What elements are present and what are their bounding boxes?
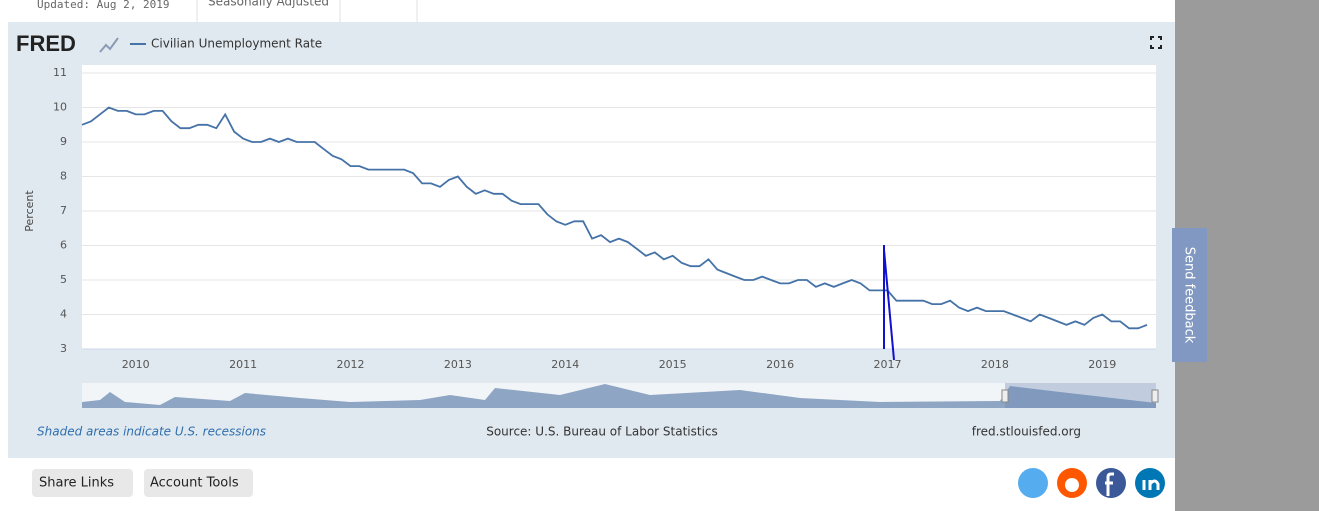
facebook-glyph: [1105, 472, 1114, 496]
annotation-scribble: [883, 245, 895, 361]
y-axis-label: Percent: [23, 190, 36, 232]
button-label[interactable]: Account Tools: [150, 476, 239, 491]
updated: Updated: Aug 2, 2019: [37, 0, 169, 11]
x-tick-label: 2013: [444, 358, 472, 371]
recession-note[interactable]: Shaded areas indicate U.S. recessions: [37, 425, 266, 439]
button[interactable]: [32, 469, 133, 497]
x-tick-label: 2017: [874, 358, 902, 371]
y-tick-label: 10: [53, 101, 67, 114]
twitter-icon[interactable]: [1018, 468, 1048, 498]
legend-label: Civilian Unemployment Rate: [151, 37, 322, 51]
y-tick-label: 4: [60, 308, 67, 321]
source: Source: U.S. Bureau of Labor Statistics: [486, 425, 718, 439]
plot-area: [82, 65, 1156, 349]
y-tick-label: 6: [60, 239, 67, 252]
navigator-handle[interactable]: [1151, 389, 1159, 403]
y-tick-label: 5: [60, 273, 67, 286]
x-tick-label: 2010: [122, 358, 150, 371]
x-tick-label: 2014: [551, 358, 579, 371]
plot: 3 4 5 6 7 8 9 10 11 2010 2011 2012 2013 2014 2015 2016 2…: [53, 66, 1156, 371]
x-tick-label: 2015: [659, 358, 687, 371]
y-tick-label: 8: [60, 170, 67, 183]
button-label[interactable]: Share Links: [39, 476, 114, 491]
y-tick-label: 7: [60, 204, 67, 217]
navigator-area: [82, 384, 1156, 408]
y-tick-label: 11: [53, 66, 67, 79]
x-tick-label: 2018: [981, 358, 1009, 371]
site: fred.stlouisfed.org: [972, 425, 1081, 439]
navigator-handle[interactable]: [1001, 389, 1009, 403]
y-tick-label: 9: [60, 135, 67, 148]
navigator-selection[interactable]: [1005, 383, 1156, 408]
adjustment: Seasonally Adjusted: [208, 0, 329, 9]
feedback-tab[interactable]: [1172, 228, 1207, 362]
y-tick-label: 3: [60, 342, 67, 355]
logo: FRED: [16, 31, 76, 56]
x-tick-label: 2011: [229, 358, 257, 371]
button[interactable]: [144, 469, 253, 497]
logo-icon: [99, 37, 119, 53]
linkedin-glyph: [1142, 479, 1160, 490]
x-tick-label: 2012: [337, 358, 365, 371]
series-line: [81, 106, 1148, 330]
fullscreen-icon[interactable]: [1150, 36, 1162, 49]
reddit-face: [1065, 478, 1079, 492]
feedback-label[interactable]: Send feedback: [1182, 247, 1197, 344]
x-tick-label: 2016: [766, 358, 794, 371]
x-tick-label: 2019: [1088, 358, 1116, 371]
